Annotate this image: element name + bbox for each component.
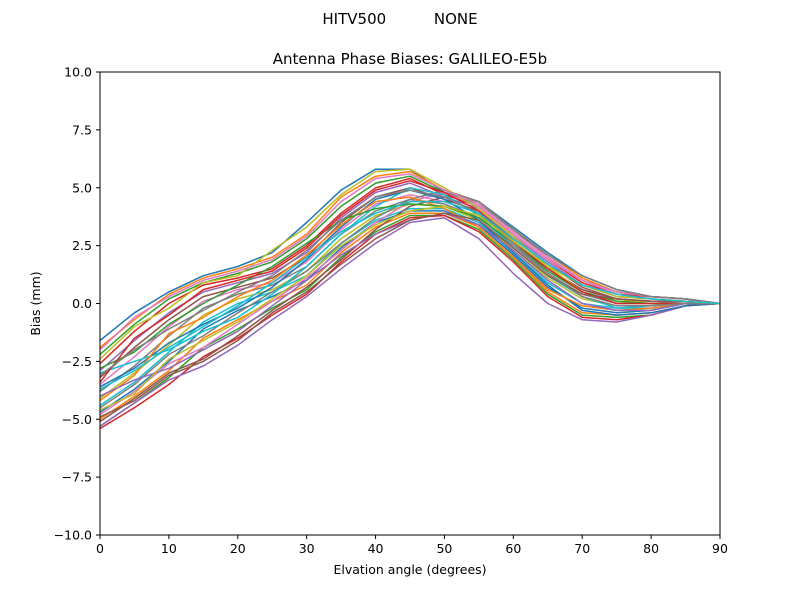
x-tick-label: 30 bbox=[299, 541, 315, 556]
series-line-30 bbox=[99, 200, 721, 390]
x-tick-label: 50 bbox=[436, 541, 452, 556]
y-tick-label: −5.0 bbox=[62, 412, 92, 427]
x-tick-label: 20 bbox=[230, 541, 246, 556]
series-line-26 bbox=[99, 212, 721, 418]
x-tick-label: 0 bbox=[96, 541, 104, 556]
series-line-28 bbox=[99, 189, 720, 376]
x-tick-label: 80 bbox=[643, 541, 659, 556]
y-tick-label: 5.0 bbox=[72, 180, 92, 195]
y-axis: −10.0 −7.5 −5.0 −2.5 0.0 2.5 5.0 7.5 10.0 bbox=[54, 65, 100, 543]
y-axis-label: Bias (mm) bbox=[28, 271, 43, 335]
y-tick-label: −7.5 bbox=[62, 470, 92, 485]
x-tick-label: 70 bbox=[574, 541, 590, 556]
series-line-2 bbox=[99, 170, 721, 349]
series-line-11 bbox=[99, 210, 720, 413]
series-line-13 bbox=[99, 214, 721, 427]
y-tick-label: 10.0 bbox=[64, 65, 92, 80]
y-tick-label: −2.5 bbox=[62, 354, 92, 369]
x-tick-label: 40 bbox=[368, 541, 384, 556]
series-line-14 bbox=[99, 214, 721, 430]
series-line-23 bbox=[99, 203, 720, 369]
x-tick-label: 90 bbox=[712, 541, 728, 556]
y-tick-label: 0.0 bbox=[72, 296, 92, 311]
series-line-18 bbox=[99, 189, 721, 409]
x-axis: 0 10 20 30 40 50 60 70 80 90 bbox=[96, 535, 728, 556]
y-tick-label: −10.0 bbox=[54, 528, 92, 543]
figure-suptitle: HITV500 NONE bbox=[322, 10, 478, 28]
chart-title: Antenna Phase Biases: GALILEO-E5b bbox=[273, 50, 547, 68]
y-tick-label: 7.5 bbox=[72, 122, 92, 137]
series-line-3 bbox=[99, 175, 721, 355]
series-line-15 bbox=[99, 217, 721, 427]
series-line-24 bbox=[99, 180, 720, 383]
series-line-25 bbox=[99, 212, 720, 397]
x-tick-label: 60 bbox=[505, 541, 521, 556]
x-tick-label: 10 bbox=[161, 541, 177, 556]
y-tick-label: 2.5 bbox=[72, 238, 92, 253]
series-line-20 bbox=[99, 187, 720, 374]
series-lines bbox=[99, 168, 721, 430]
series-line-29 bbox=[99, 205, 721, 411]
x-axis-label: Elvation angle (degrees) bbox=[333, 562, 486, 577]
